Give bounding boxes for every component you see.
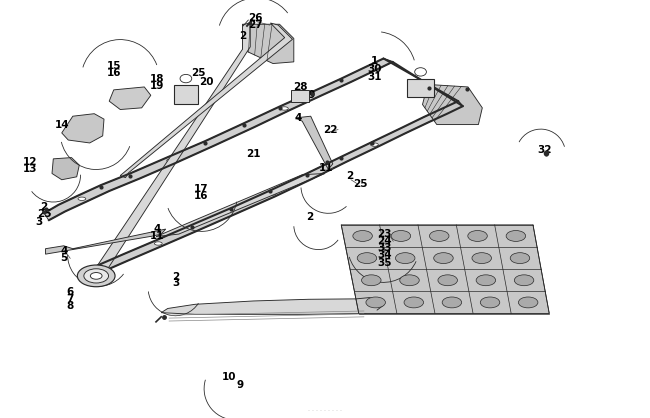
Text: 1: 1 — [370, 56, 378, 66]
Text: 4: 4 — [153, 224, 161, 234]
Ellipse shape — [404, 297, 424, 308]
Ellipse shape — [400, 275, 419, 286]
Text: 16: 16 — [194, 191, 209, 201]
Ellipse shape — [370, 143, 378, 146]
Text: 12: 12 — [23, 157, 37, 167]
Text: 16: 16 — [107, 68, 121, 78]
Ellipse shape — [77, 265, 115, 287]
Polygon shape — [422, 84, 482, 125]
Text: 19: 19 — [150, 81, 164, 91]
Polygon shape — [161, 299, 377, 314]
Text: 5: 5 — [60, 253, 68, 263]
FancyBboxPatch shape — [174, 85, 198, 104]
Ellipse shape — [415, 68, 426, 76]
Polygon shape — [341, 225, 549, 314]
Text: 20: 20 — [200, 76, 214, 87]
Text: 8: 8 — [66, 301, 74, 311]
Polygon shape — [120, 23, 292, 178]
Text: 10: 10 — [222, 372, 236, 382]
FancyBboxPatch shape — [291, 90, 309, 102]
Text: 11: 11 — [319, 163, 333, 173]
Ellipse shape — [514, 275, 534, 286]
Text: 25: 25 — [353, 179, 367, 189]
Text: 34: 34 — [378, 250, 392, 260]
Text: 21: 21 — [246, 149, 261, 159]
Text: 2: 2 — [346, 171, 354, 181]
Polygon shape — [52, 158, 79, 180]
Ellipse shape — [519, 297, 538, 308]
Text: 32: 32 — [538, 145, 552, 155]
Text: 27: 27 — [248, 20, 263, 30]
Text: 4: 4 — [294, 113, 302, 123]
Polygon shape — [296, 116, 333, 169]
Polygon shape — [109, 87, 151, 110]
Text: 28: 28 — [293, 82, 307, 92]
Ellipse shape — [506, 231, 526, 242]
Text: 6: 6 — [66, 287, 74, 297]
Ellipse shape — [434, 252, 453, 264]
Ellipse shape — [366, 297, 385, 308]
Text: 2: 2 — [40, 202, 48, 212]
Text: 29: 29 — [301, 90, 315, 100]
Text: · · · · · · · · ·: · · · · · · · · · — [308, 408, 342, 413]
Text: 26: 26 — [248, 13, 263, 23]
Ellipse shape — [358, 252, 377, 264]
Text: 31: 31 — [367, 72, 382, 82]
Ellipse shape — [84, 269, 109, 283]
Ellipse shape — [395, 252, 415, 264]
Polygon shape — [242, 24, 294, 64]
Text: 3: 3 — [172, 278, 179, 288]
Text: 7: 7 — [66, 294, 74, 304]
Text: 25: 25 — [191, 68, 205, 78]
Polygon shape — [44, 59, 393, 220]
Polygon shape — [98, 101, 463, 273]
Ellipse shape — [468, 231, 488, 242]
Text: 13: 13 — [23, 164, 37, 174]
Ellipse shape — [480, 297, 500, 308]
Text: 9: 9 — [237, 380, 244, 390]
Text: 15: 15 — [107, 61, 121, 71]
Ellipse shape — [155, 242, 162, 245]
Ellipse shape — [430, 231, 449, 242]
Ellipse shape — [510, 252, 530, 264]
Text: 14: 14 — [55, 120, 69, 130]
Ellipse shape — [268, 192, 276, 195]
Ellipse shape — [353, 231, 372, 242]
Ellipse shape — [90, 273, 102, 279]
Text: 2: 2 — [239, 31, 247, 41]
Ellipse shape — [166, 159, 174, 162]
Polygon shape — [98, 23, 250, 273]
Ellipse shape — [180, 74, 192, 83]
Polygon shape — [46, 229, 166, 254]
Text: 2: 2 — [306, 212, 314, 222]
Ellipse shape — [391, 231, 411, 242]
Polygon shape — [62, 114, 104, 143]
Text: 18: 18 — [150, 74, 164, 84]
Text: 3: 3 — [35, 217, 43, 227]
Text: 2: 2 — [172, 272, 179, 282]
Ellipse shape — [476, 275, 495, 286]
Ellipse shape — [442, 297, 462, 308]
Ellipse shape — [78, 197, 86, 201]
Text: 30: 30 — [367, 64, 382, 74]
Text: 17: 17 — [194, 184, 209, 194]
Polygon shape — [156, 173, 325, 237]
FancyBboxPatch shape — [407, 79, 434, 97]
Text: 25: 25 — [37, 209, 51, 219]
Ellipse shape — [281, 107, 288, 110]
Ellipse shape — [472, 252, 491, 264]
Text: 24: 24 — [378, 236, 392, 246]
Text: 23: 23 — [378, 229, 392, 239]
Text: 33: 33 — [378, 243, 392, 253]
Text: 22: 22 — [323, 125, 337, 135]
Text: 4: 4 — [60, 246, 68, 256]
Text: 35: 35 — [378, 257, 392, 268]
Text: 11: 11 — [150, 231, 164, 241]
Ellipse shape — [438, 275, 458, 286]
Ellipse shape — [361, 275, 381, 286]
